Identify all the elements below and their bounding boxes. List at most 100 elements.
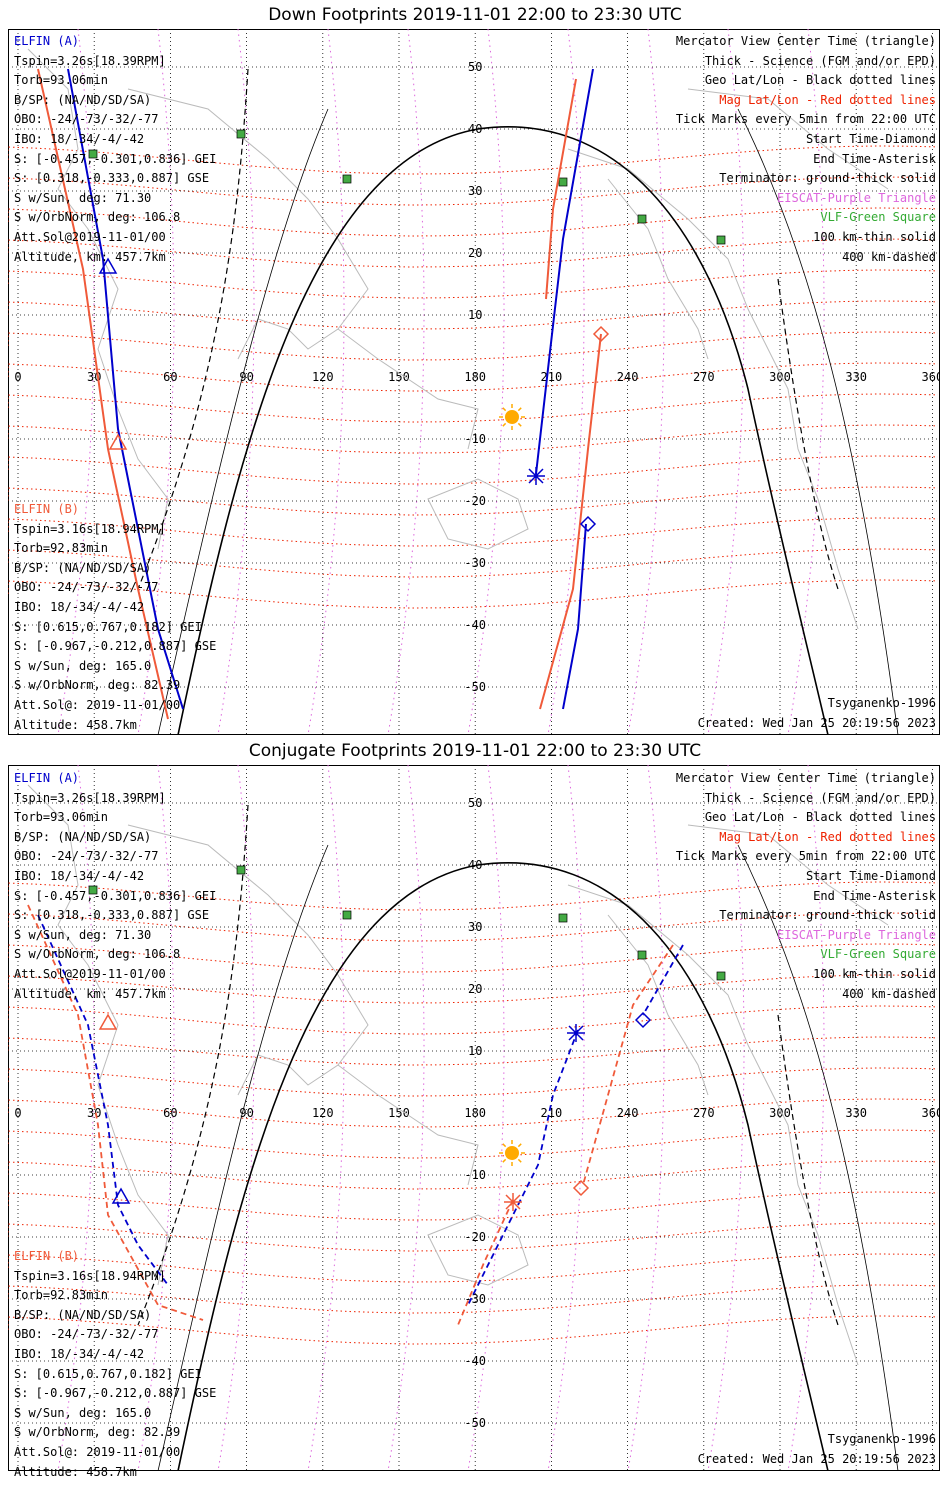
mag-lon-line: [137, 29, 175, 735]
mag-lat-line: [8, 943, 939, 973]
coastline: [427, 478, 529, 550]
created-label: Created: Wed Jan 25 20:19:56 2023: [697, 1452, 936, 1466]
info-line: Tspin=3.26s[18.39RPM]: [14, 53, 166, 68]
legend-line: Mag Lat/Lon - Red dotted lines: [719, 92, 936, 107]
legend-line: Mag Lat/Lon - Red dotted lines: [719, 829, 936, 844]
mag-lat-line: [8, 331, 939, 361]
sun-icon: [505, 410, 519, 424]
mag-lat-line: [8, 1222, 939, 1252]
coastline: [337, 328, 479, 450]
terminator-100km: [157, 844, 329, 1471]
mag-lat-line: [8, 1129, 939, 1159]
mag-lon-line: [307, 765, 345, 1471]
info-line: Torb=93.06min: [14, 73, 108, 88]
lon-tick-label: 150: [388, 1106, 410, 1120]
model-label: Tsyganenko-1996: [827, 1432, 936, 1446]
mag-lat-line: [8, 1098, 939, 1128]
info-line: S: [0.318,-0.333,0.887] GSE: [14, 908, 210, 923]
lon-tick-label: 60: [163, 1106, 177, 1120]
info-line: S w/Sun, deg: 71.30: [14, 927, 152, 942]
lat-tick-label: -10: [464, 432, 486, 446]
legend-line: End Time-Asterisk: [813, 888, 936, 903]
coastline: [567, 148, 859, 630]
info-line: Att.Sol@: 2019-11-01/00: [14, 697, 181, 712]
elfin-a-info: ELFIN (A) Tspin=3.26s[18.39RPM] Torb=93.…: [14, 769, 216, 1004]
info-line: Tspin=3.16s[18.94RPM]: [14, 1268, 166, 1283]
mag-lat-line: [8, 881, 939, 911]
legend-line: EISCAT-Purple Triangle: [777, 190, 936, 205]
info-line: Altitude: 458.7km: [14, 717, 137, 732]
elfin-a-track: [642, 944, 684, 1016]
coastline: [687, 824, 889, 926]
green-square-icon: [88, 885, 98, 895]
legend-line: EISCAT-Purple Triangle: [777, 927, 936, 942]
mag-lon-line: [387, 765, 425, 1471]
mag-lat-line: [8, 974, 939, 1004]
green-square-icon: [637, 214, 647, 224]
info-line: Att.Sol@: 2019-11-01/00: [14, 1444, 181, 1459]
sun-ray: [517, 1143, 522, 1148]
mag-lat-line: [8, 912, 939, 942]
mag-lon-line: [787, 765, 825, 1471]
green-square-icon: [236, 129, 246, 139]
info-line: S: [0.318,-0.333,0.887] GSE: [14, 171, 210, 186]
diamond-icon: [592, 325, 610, 343]
lon-tick-label: 0: [14, 370, 21, 384]
lon-tick-label: 360: [922, 370, 940, 384]
legend-line: 400 km-dashed: [842, 986, 936, 1001]
legend-line: Terminator: ground-thick solid: [719, 171, 936, 186]
mag-lon-line: [627, 29, 665, 735]
lon-tick-label: 300: [769, 1106, 791, 1120]
elfin-b-header: ELFIN (B): [14, 502, 80, 516]
mag-lon-line: [387, 29, 425, 735]
sun-ray: [517, 407, 522, 412]
mag-lat-line: [8, 300, 939, 330]
mag-lat-line: [8, 579, 939, 609]
coastline: [567, 884, 859, 1366]
info-line: IBO: 18/-34/-4/-42: [14, 131, 145, 146]
footprint-map: 0306090120150180210240270300330360706050…: [8, 29, 940, 735]
mag-lat-line: [8, 517, 939, 547]
lon-tick-label: 210: [541, 1106, 563, 1120]
elfin-a-info: ELFIN (A) Tspin=3.26s[18.39RPM] Torb=93.…: [14, 32, 216, 267]
info-line: IBO: 18/-34/-4/-42: [14, 1346, 145, 1361]
elfin-b-track: [539, 333, 602, 710]
diamond-icon: [572, 1179, 590, 1197]
info-line: S w/OrbNorm, deg: 106.8: [14, 210, 181, 225]
mag-lat-line: [8, 362, 939, 392]
sun-ray: [502, 407, 507, 412]
info-line: S: [0.615,0.767,0.182] GEI: [14, 619, 202, 634]
mag-lat-line: [8, 486, 939, 516]
terminator-ground: [177, 862, 829, 1471]
panel-title: Conjugate Footprints 2019-11-01 22:00 to…: [248, 741, 702, 761]
info-line: OBO: -24/-73/-32/-77: [14, 1327, 159, 1342]
coastline: [127, 88, 369, 360]
legend-line: 400 km-dashed: [842, 249, 936, 264]
info-line: Att.Sol@2019-11-01/00: [14, 966, 166, 981]
coastline: [427, 1214, 529, 1286]
lat-tick-label: 20: [468, 246, 482, 260]
info-line: B/SP: (NA/ND/SD/SA): [14, 1307, 152, 1322]
lon-tick-label: 270: [693, 370, 715, 384]
lat-tick-label: -40: [464, 1354, 486, 1368]
mag-lat-line: [8, 1284, 939, 1314]
mag-lat-line: [8, 1191, 939, 1221]
lon-tick-label: 150: [388, 370, 410, 384]
diamond-icon: [634, 1011, 652, 1029]
mag-lat-line: [8, 1315, 939, 1345]
info-line: B/SP: (NA/ND/SD/SA): [14, 829, 152, 844]
mag-lat-line: [8, 1036, 939, 1066]
info-line: S w/Sun, deg: 71.30: [14, 190, 152, 205]
lon-tick-label: 180: [464, 370, 486, 384]
sun-ray: [517, 1158, 522, 1163]
elfin-a-header: ELFIN (A): [14, 771, 80, 785]
elfin-a-track: [467, 1029, 579, 1306]
elfin-b-info: ELFIN (B) Tspin=3.16s[18.94RPM] Torb=92.…: [14, 500, 216, 735]
lon-tick-label: 330: [845, 1106, 867, 1120]
info-line: S: [-0.967,-0.212,0.887] GSE: [14, 639, 217, 654]
sun-ray: [517, 422, 522, 427]
created-label: Created: Wed Jan 25 20:19:56 2023: [697, 716, 936, 730]
green-square-icon: [236, 865, 246, 875]
coastline: [27, 784, 169, 1286]
mag-lon-line: [57, 765, 95, 1471]
